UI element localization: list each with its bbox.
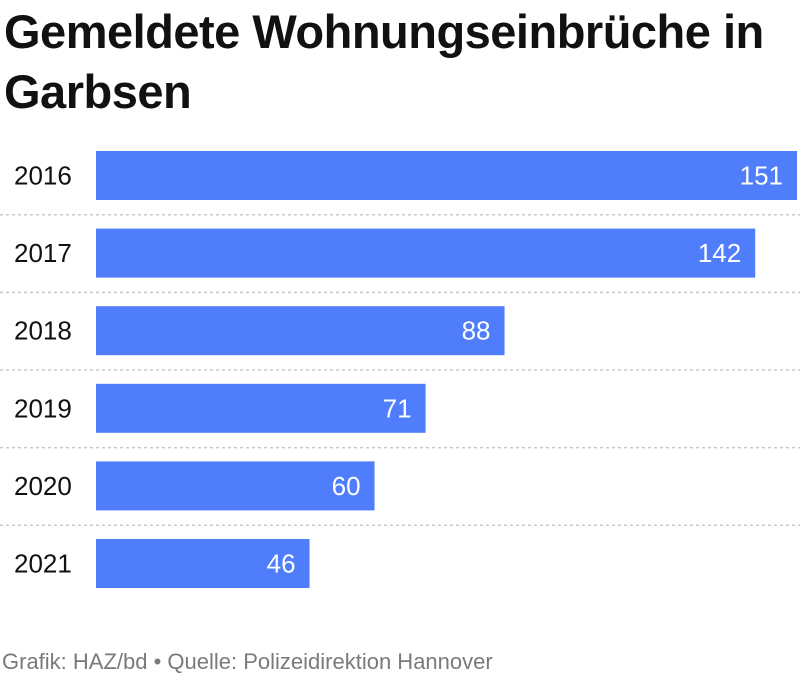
- bar-2020: [96, 461, 375, 511]
- value-label-2020: 60: [332, 471, 361, 501]
- category-labels: 2016 2017 2018 2019 2020 2021: [14, 161, 72, 579]
- value-label-2021: 46: [267, 549, 296, 579]
- value-labels: 151 142 88 71 60 46: [267, 161, 783, 579]
- value-label-2017: 142: [698, 238, 741, 268]
- value-label-2019: 71: [383, 393, 412, 423]
- category-label-2017: 2017: [14, 238, 72, 268]
- category-label-2020: 2020: [14, 471, 72, 501]
- category-label-2016: 2016: [14, 161, 72, 191]
- category-label-2021: 2021: [14, 549, 72, 579]
- bar-2018: [96, 306, 505, 356]
- row-separators: [0, 214, 800, 526]
- value-label-2016: 151: [740, 161, 783, 191]
- bar-2016: [96, 151, 797, 200]
- bar-2017: [96, 228, 756, 278]
- bar-2021: [96, 539, 310, 588]
- value-label-2018: 88: [462, 316, 491, 346]
- chart-title: Gemeldete Wohnungseinbrüche in Garbsen: [4, 5, 764, 118]
- bars-group: [96, 151, 797, 588]
- source-note: Grafik: HAZ/bd • Quelle: Polizeidirektio…: [2, 649, 493, 674]
- category-label-2019: 2019: [14, 393, 72, 423]
- category-label-2018: 2018: [14, 316, 72, 346]
- bar-2019: [96, 383, 426, 433]
